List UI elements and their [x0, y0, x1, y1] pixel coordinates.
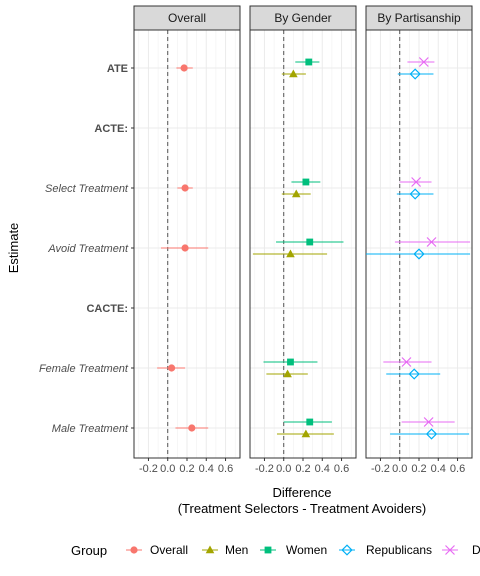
point-estimate [408, 368, 420, 380]
point-estimate [289, 69, 298, 78]
legend-label: Women [286, 543, 327, 557]
point-estimate [181, 184, 189, 192]
legend: Group Overall Men Women Republicans D [71, 543, 480, 558]
point-estimate [425, 428, 438, 440]
point-estimate [409, 68, 421, 80]
point-estimate [426, 237, 437, 247]
x-tick-label: 0.2 [411, 463, 426, 475]
panel-overall: Overall -0.2 0.0 0.2 0.4 0.6 [133, 5, 241, 475]
y-tick-label: Male Treatment [52, 423, 129, 435]
point-estimate [291, 189, 301, 198]
strip-by-partisanship [365, 5, 473, 31]
x-tick-label: -0.2 [371, 463, 390, 475]
x-axis-title: Difference [272, 485, 331, 500]
y-tick-label: ATE [107, 63, 128, 75]
x-tick-label: -0.2 [255, 463, 274, 475]
y-tick-label: Avoid Treatment [47, 243, 129, 255]
legend-title: Group [71, 543, 107, 558]
point-estimate [302, 178, 310, 186]
legend-key-d: D [442, 543, 480, 557]
y-tick-label: ACTE: [94, 123, 128, 135]
x-tick-label: 0.4 [315, 463, 330, 475]
legend-label: Overall [150, 543, 188, 557]
point-estimate [181, 244, 189, 252]
x-tick-label: -0.2 [139, 463, 158, 475]
y-axis: ATE ACTE: Select Treatment Avoid Treatment C… [39, 63, 134, 435]
point-estimate [301, 429, 311, 438]
legend-marker [264, 546, 272, 554]
x-tick-label: 0.4 [199, 463, 214, 475]
point-estimate [413, 248, 425, 260]
x-tick-label: 0.0 [160, 463, 175, 475]
point-estimate [287, 358, 294, 366]
point-estimate [283, 369, 292, 378]
x-tick-label: 0.2 [179, 463, 194, 475]
x-tick-label: 0.2 [295, 463, 310, 475]
strip-label: By Gender [274, 11, 331, 25]
x-tick-label: 0.6 [334, 463, 349, 475]
point-estimate [286, 249, 295, 258]
y-tick-label: Female Treatment [39, 363, 129, 375]
x-tick-label: 0.4 [431, 463, 446, 475]
y-tick-label: Select Treatment [45, 183, 129, 195]
legend-label: D [472, 543, 480, 557]
point-estimate [418, 57, 429, 67]
legend-key-women: Women [260, 543, 327, 557]
facet-panels: Overall-0.2 0.0 0.2 0.4 0.6By Gender-0.2 0.0 0… [39, 5, 473, 475]
y-axis-title: Estimate [6, 223, 21, 274]
legend-marker [130, 546, 138, 554]
x-tick-label: 0.0 [276, 463, 291, 475]
point-estimate [306, 418, 314, 426]
legend-marker [445, 545, 455, 555]
point-estimate [411, 177, 422, 187]
series-men [252, 69, 334, 438]
panel-by-partisanship: By Partisanship -0.2 0.0 0.2 0.4 0.6 [365, 5, 473, 475]
strip-by-gender [249, 5, 357, 31]
point-estimate [409, 188, 421, 200]
x-tick-label: 0.6 [450, 463, 465, 475]
panel-by-gender: By Gender -0.2 0.0 0.2 0.4 0.6 [249, 5, 357, 475]
legend-key-republicans: Republicans [339, 543, 432, 557]
legend-label: Republicans [366, 543, 432, 557]
legend-key-overall: Overall [126, 543, 188, 557]
series-d [383, 57, 471, 427]
strip-label: Overall [168, 11, 206, 25]
series-overall [157, 64, 209, 432]
legend-key-men: Men [202, 543, 248, 557]
x-tick-label: 0.0 [392, 463, 407, 475]
point-estimate [167, 364, 176, 372]
x-tick-label: 0.6 [218, 463, 233, 475]
point-estimate [423, 417, 434, 427]
point-estimate [180, 64, 188, 72]
y-tick-label: CACTE: [86, 303, 128, 315]
legend-marker [205, 545, 215, 554]
legend-marker [341, 544, 353, 556]
legend-label: Men [225, 543, 248, 557]
point-estimate [401, 357, 412, 367]
series-republicans [366, 68, 471, 440]
point-estimate [305, 58, 313, 66]
strip-overall [133, 5, 241, 31]
series-women [263, 58, 344, 426]
point-estimate [306, 238, 314, 246]
point-estimate [188, 424, 196, 432]
strip-label: By Partisanship [377, 11, 461, 25]
x-axis-subtitle: (Treatment Selectors - Treatment Avoider… [178, 501, 427, 516]
